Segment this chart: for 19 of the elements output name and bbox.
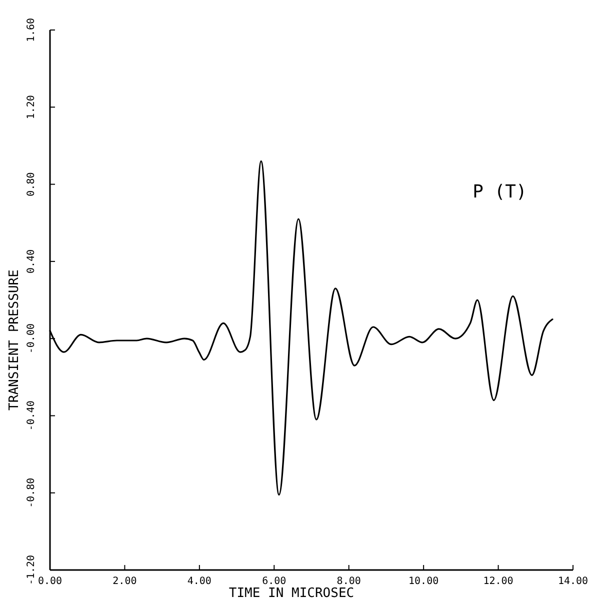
y-tick-label: -0.80 [26, 478, 37, 508]
x-tick-label: 10.00 [408, 576, 439, 587]
x-tick-label: 2.00 [112, 576, 137, 587]
x-axis-title: TIME IN MICROSEC [228, 586, 354, 601]
y-tick-label: -0.00 [26, 324, 37, 354]
x-tick-label: 14.00 [558, 576, 588, 587]
y-tick-label: 0.40 [26, 249, 37, 274]
y-tick-label: 0.80 [26, 172, 37, 196]
x-tick-label: 6.00 [262, 576, 286, 587]
y-tick-label: -1.20 [26, 554, 37, 586]
x-tick-label: 12.00 [483, 576, 514, 587]
x-tick-label: 0.00 [38, 576, 62, 587]
y-axis-title: TRANSIENT PRESSURE [7, 270, 22, 410]
y-tick-label: 1.60 [26, 18, 37, 42]
text: P (T) [472, 181, 527, 202]
x-tick-label: 4.00 [187, 576, 212, 587]
y-tick-label: -0.40 [26, 400, 37, 431]
x-tick-label: 8.00 [336, 576, 361, 587]
y-tick-label: 1.20 [26, 95, 37, 120]
